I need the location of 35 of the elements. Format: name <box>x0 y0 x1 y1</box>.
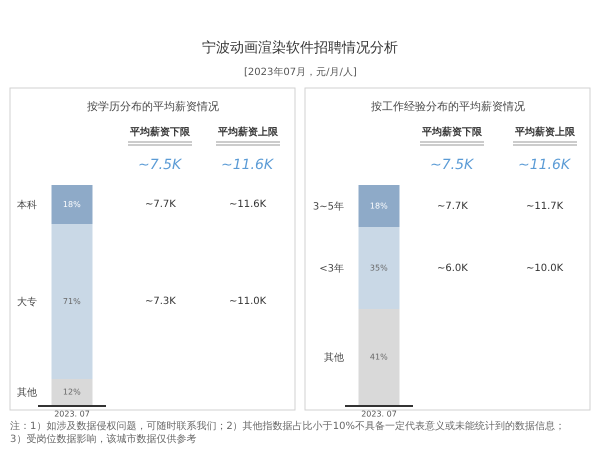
text: ~6.0K <box>437 263 468 274</box>
text: ~7.3K <box>145 296 176 307</box>
data-label: 35% <box>370 264 388 273</box>
text: ~11.7K <box>526 201 564 212</box>
text: 宁波动画渲染软件招聘情况分析 <box>202 40 398 56</box>
data-label: 41% <box>370 352 388 362</box>
text: 注：1）如涉及数据侵权问题，可随时联系我们；2）其他指数据占比小于10%不具备一定代表意义或未能统计到的数据信息；3）受岗位数据影响，该城市数据仅供参考 <box>10 420 565 445</box>
text: 按工作经验分布的平均薪资情况 <box>371 100 525 113</box>
text: ~11.6K <box>518 157 572 173</box>
text: ~11.6K <box>221 157 275 173</box>
data-label: 12% <box>62 387 82 396</box>
text: ~7.7K <box>437 201 468 212</box>
text: ~11.6K <box>229 199 267 210</box>
text: 平均薪资下限 <box>421 126 483 138</box>
text: [2023年07月，元/月/人] <box>244 66 357 78</box>
text: 按学历分布的平均薪资情况 <box>87 100 219 113</box>
data-label: 18% <box>62 200 82 210</box>
data-label: 71% <box>62 297 82 306</box>
text: 平均薪资上限 <box>514 126 576 138</box>
text: 平均薪资下限 <box>129 126 191 138</box>
series-label: 其他 <box>17 386 37 398</box>
x-tick-label: 2023. 07 <box>54 410 90 419</box>
series-label: 其他 <box>324 352 344 364</box>
text: ~11.0K <box>229 296 267 307</box>
series-label: 大专 <box>17 296 37 308</box>
series-label: 3~5年 <box>312 200 344 213</box>
text: 平均薪资上限 <box>217 126 279 138</box>
text: ~7.7K <box>145 199 176 210</box>
x-tick-label: 2023. 07 <box>361 410 397 419</box>
text: ~10.0K <box>526 263 564 274</box>
data-label: 18% <box>370 202 388 211</box>
text: ~7.5K <box>138 157 183 173</box>
text: ~7.5K <box>430 157 475 173</box>
series-label: <3年 <box>319 262 344 275</box>
series-label: 本科 <box>17 199 37 212</box>
